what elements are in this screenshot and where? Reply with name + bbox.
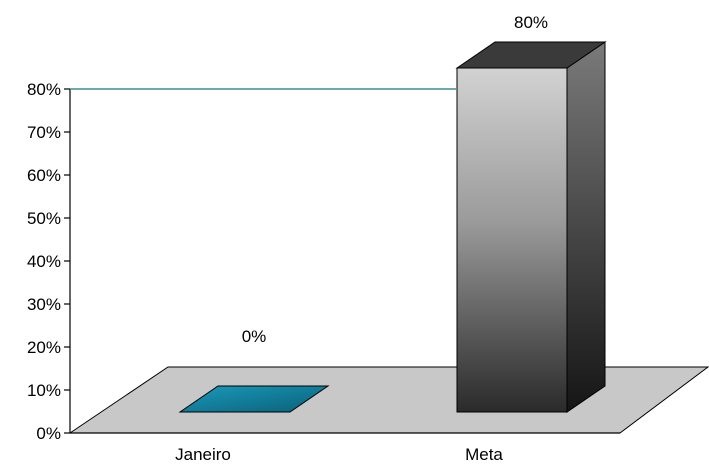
x-category-label: Meta (465, 445, 503, 464)
y-tick-label: 50% (27, 209, 61, 228)
x-category-label: Janeiro (175, 445, 231, 464)
bar-meta-top (455, 41, 607, 69)
y-tick-label: 0% (36, 424, 61, 443)
bar-meta-side (566, 41, 606, 413)
data-label-meta: 80% (514, 13, 548, 32)
y-tick-label: 60% (27, 166, 61, 185)
y-tick-label: 80% (27, 80, 61, 99)
y-tick-label: 70% (27, 123, 61, 142)
y-tick-label: 10% (27, 381, 61, 400)
y-tick-label: 20% (27, 338, 61, 357)
y-tick-label: 30% (27, 295, 61, 314)
chart-floor (68, 366, 709, 434)
bar-meta-front (456, 67, 568, 413)
bar-janeiro-flat (178, 385, 330, 413)
y-tick-label: 40% (27, 252, 61, 271)
data-label-janeiro: 0% (242, 327, 267, 346)
